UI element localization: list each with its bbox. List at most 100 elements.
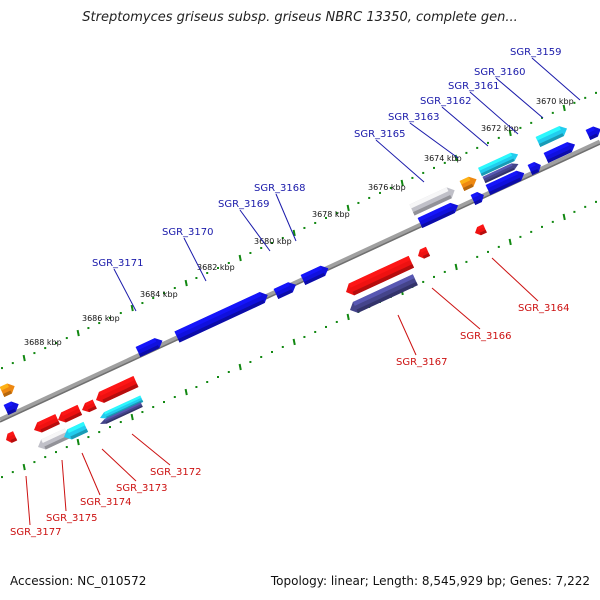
gene-arrow[interactable] — [527, 160, 544, 175]
gene-arrow[interactable] — [4, 431, 18, 444]
gene-label-bottom[interactable]: SGR_3173 — [116, 483, 168, 494]
gene-body — [174, 292, 268, 343]
kbp-label: 3684 kbp — [140, 290, 178, 299]
gene-leader-line — [469, 91, 519, 135]
gene-highlight — [98, 376, 136, 396]
gene-shade — [413, 194, 452, 216]
gene-highlight — [41, 428, 67, 443]
gene-arrow[interactable] — [470, 190, 487, 205]
gene-label-top[interactable]: SGR_3170 — [162, 227, 214, 238]
gene-arrow[interactable] — [99, 395, 144, 421]
gene-label-bottom[interactable]: SGR_3177 — [10, 527, 62, 538]
gene-shade — [178, 299, 265, 343]
kbp-label: 3676 kbp — [368, 183, 406, 192]
gene-label-top[interactable]: SGR_3159 — [510, 47, 562, 58]
gene-arrow[interactable] — [535, 124, 570, 147]
gene-leader-line — [183, 237, 207, 282]
minor-tick — [249, 360, 252, 363]
gene-arrow[interactable] — [32, 414, 60, 435]
minor-tick — [519, 235, 522, 238]
gene-arrow[interactable] — [135, 336, 165, 357]
gene-highlight — [7, 431, 15, 437]
gene-arrow[interactable] — [485, 168, 527, 195]
gene-arrow[interactable] — [300, 263, 331, 285]
major-tick — [562, 213, 566, 221]
gene-body — [543, 142, 576, 163]
gene-arrow[interactable] — [347, 274, 418, 315]
kbp-label: 3688 kbp — [24, 338, 62, 347]
gene-body — [535, 126, 568, 147]
major-tick — [130, 304, 134, 312]
minor-tick — [173, 287, 176, 290]
gene-arrow[interactable] — [99, 402, 143, 426]
minor-tick — [530, 121, 533, 124]
upper-scale-track — [1, 91, 597, 370]
gene-arrow[interactable] — [478, 150, 520, 177]
minor-tick — [163, 292, 165, 295]
gene-arrow[interactable] — [0, 381, 17, 397]
gene-body — [485, 170, 525, 195]
gene-shade — [40, 421, 60, 433]
gene-leader-line — [275, 193, 297, 242]
gene-leader-line — [101, 448, 137, 482]
gene-label-top[interactable]: SGR_3171 — [92, 258, 144, 269]
gene-label-top[interactable]: SGR_3169 — [218, 199, 270, 210]
gene-arrow[interactable] — [409, 185, 457, 216]
major-tick — [130, 413, 134, 421]
gene-body — [417, 202, 459, 228]
gene-label-bottom[interactable]: SGR_3172 — [150, 467, 202, 478]
gene-arrow[interactable] — [343, 255, 415, 298]
minor-tick — [109, 317, 111, 320]
minor-tick — [487, 250, 489, 253]
kbp-label: 3680 kbp — [254, 237, 292, 246]
gene-arrow[interactable] — [56, 404, 83, 425]
gene-highlight — [273, 282, 290, 293]
gene-label-bottom[interactable]: SGR_3164 — [518, 303, 570, 314]
gene-label-top[interactable]: SGR_3160 — [474, 67, 526, 78]
gene-arrow[interactable] — [273, 280, 299, 299]
gene-arrow[interactable] — [3, 399, 21, 415]
gene-label-bottom[interactable]: SGR_3175 — [46, 513, 98, 524]
gene-arrow[interactable] — [585, 124, 600, 140]
minor-tick — [260, 355, 263, 358]
gene-label-top[interactable]: SGR_3161 — [448, 81, 500, 92]
gene-label-top[interactable]: SGR_3163 — [388, 112, 440, 123]
gene-arrow[interactable] — [416, 246, 431, 261]
gene-arrow[interactable] — [459, 174, 479, 191]
gene-label-bottom[interactable]: SGR_3167 — [396, 357, 448, 368]
gene-leader-line — [81, 452, 101, 496]
minor-tick — [541, 116, 543, 119]
minor-tick — [476, 255, 479, 258]
gene-arrow[interactable] — [80, 399, 97, 415]
minor-tick — [303, 226, 306, 229]
minor-tick — [65, 446, 68, 449]
gene-arrow[interactable] — [93, 376, 139, 405]
minor-tick — [303, 335, 306, 338]
gene-arrow[interactable] — [36, 428, 70, 452]
gene-arrow[interactable] — [174, 290, 270, 343]
minor-tick — [55, 451, 57, 454]
gene-highlight — [478, 152, 513, 171]
gene-label-top[interactable]: SGR_3165 — [354, 129, 406, 140]
gene-arrow[interactable] — [473, 224, 487, 237]
minor-tick — [465, 151, 468, 154]
major-tick — [22, 463, 26, 471]
gene-label-bottom[interactable]: SGR_3166 — [460, 331, 512, 342]
gene-arrow[interactable] — [482, 161, 520, 184]
gene-highlight — [477, 224, 485, 230]
gene-label-bottom[interactable]: SGR_3174 — [80, 497, 132, 508]
gene-highlight — [352, 274, 415, 306]
minor-tick — [530, 230, 533, 233]
minor-tick — [87, 327, 90, 330]
gene-label-top[interactable]: SGR_3162 — [420, 96, 472, 107]
gene-leader-line — [409, 122, 459, 159]
gene-shade — [588, 133, 598, 140]
minor-tick — [325, 325, 327, 328]
gene-label-top[interactable]: SGR_3168 — [254, 183, 306, 194]
minor-tick — [335, 211, 338, 214]
minor-tick — [584, 205, 587, 208]
gene-arrow[interactable] — [543, 140, 578, 163]
gene-arrow[interactable] — [417, 200, 461, 228]
gene-arrow[interactable] — [62, 421, 89, 442]
